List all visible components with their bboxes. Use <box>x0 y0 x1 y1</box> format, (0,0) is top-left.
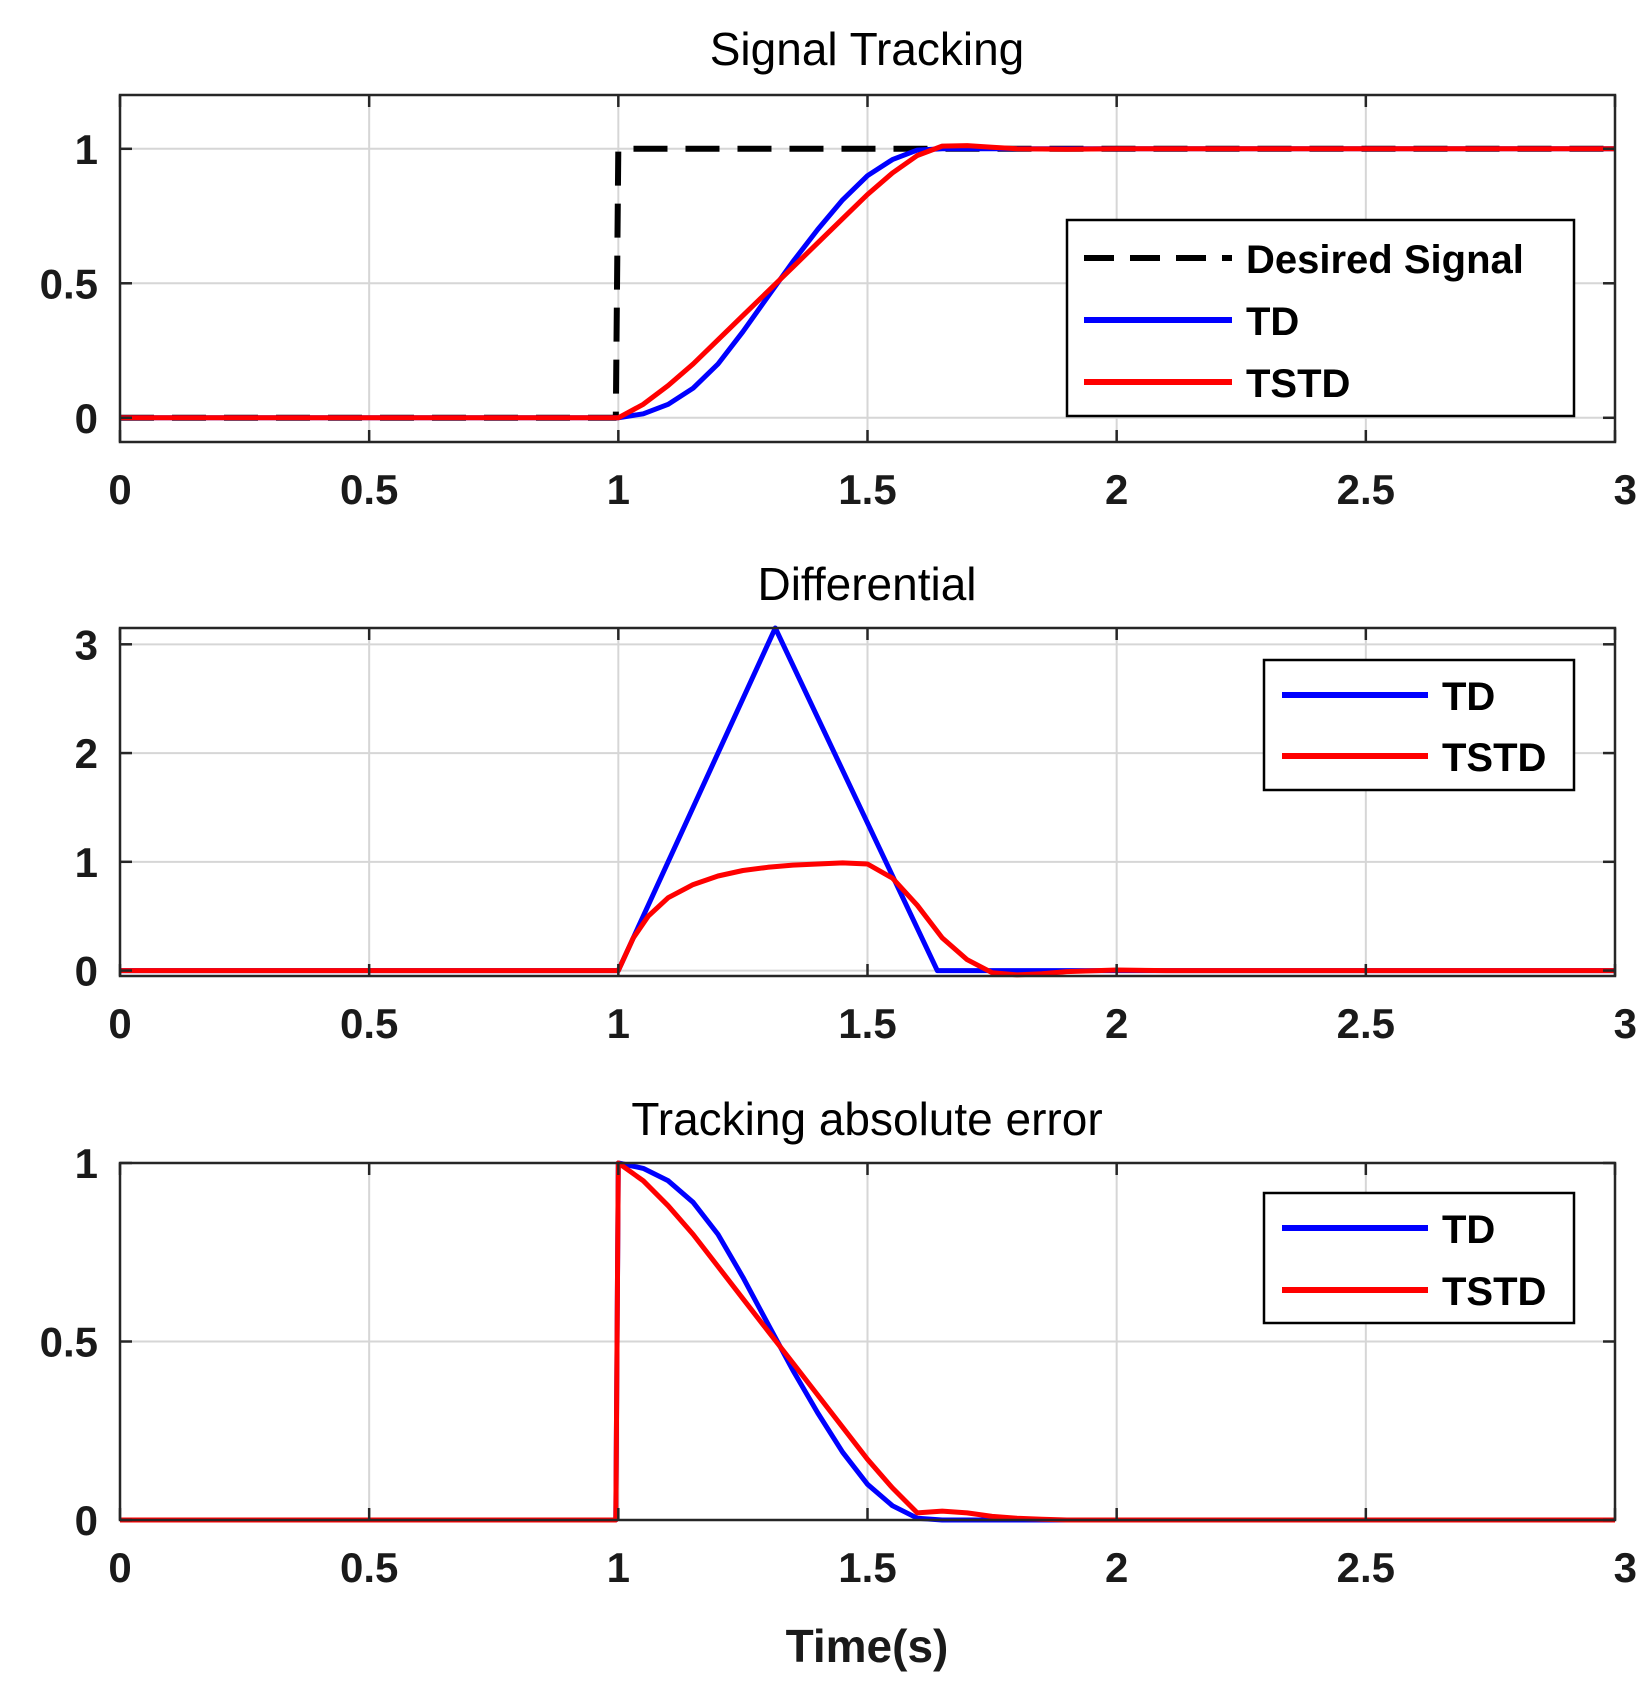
legend-label-td: TD <box>1442 675 1495 719</box>
legend-label-td: TD <box>1246 300 1299 344</box>
legend-label-td: TD <box>1442 1208 1495 1252</box>
x-tick-label: 3 <box>1614 1544 1637 1591</box>
y-tick-label: 0.5 <box>40 1319 98 1366</box>
series-line-tstd <box>120 143 1615 421</box>
x-tick-label: 1 <box>607 466 630 513</box>
y-tick-label: 2 <box>75 730 98 777</box>
legend: Desired Signal TD TSTD <box>1065 218 1576 418</box>
x-tick-label: 1.5 <box>838 1544 896 1591</box>
legend-label-desired-signal: Desired Signal <box>1246 238 1524 282</box>
y-tick-label: 1 <box>75 839 98 886</box>
signal-tracking-title: Signal Tracking <box>710 23 1025 75</box>
tracking-error-panel: Tracking absolute error 0 0.5 1 1.5 2 2.5 3 0 0.… <box>40 1093 1637 1591</box>
signal-tracking-panel: Signal Tracking 0 0.5 1 1.5 2 2.5 3 0 0.5 1 Desir… <box>40 23 1637 513</box>
x-tick-label: 0.5 <box>340 1544 398 1591</box>
x-tick-label: 2.5 <box>1337 466 1395 513</box>
x-tick-label: 3 <box>1614 1000 1637 1047</box>
y-tick-label: 0 <box>75 395 98 442</box>
legend-label-tstd: TSTD <box>1246 362 1350 406</box>
y-tick-label: 0 <box>75 1497 98 1544</box>
x-tick-label: 2.5 <box>1337 1000 1395 1047</box>
x-tick-label: 1.5 <box>838 466 896 513</box>
x-tick-label: 0 <box>108 1544 131 1591</box>
x-tick-label: 1 <box>607 1544 630 1591</box>
series-line-tstd <box>120 860 1615 978</box>
legend-label-tstd: TSTD <box>1442 1270 1546 1314</box>
x-tick-label: 0.5 <box>340 466 398 513</box>
tracking-error-title: Tracking absolute error <box>631 1093 1102 1145</box>
differential-panel: Differential 0 0.5 1 1.5 2 2.5 3 0 1 2 3 TD TSTD <box>75 558 1637 1047</box>
series-line-td <box>120 146 1615 421</box>
x-tick-label: 2 <box>1105 466 1128 513</box>
y-tick-label: 3 <box>75 621 98 668</box>
y-tick-label: 0.5 <box>40 260 98 307</box>
legend: TD TSTD <box>1262 1191 1576 1325</box>
x-tick-label: 1.5 <box>838 1000 896 1047</box>
legend-box <box>1262 1191 1576 1325</box>
legend: TD TSTD <box>1262 658 1576 792</box>
x-tick-label: 2 <box>1105 1544 1128 1591</box>
differential-title: Differential <box>757 558 976 610</box>
x-tick-label: 2.5 <box>1337 1544 1395 1591</box>
y-tick-label: 0 <box>75 948 98 995</box>
x-tick-label: 0.5 <box>340 1000 398 1047</box>
y-tick-label: 1 <box>75 126 98 173</box>
y-tick-label: 1 <box>75 1140 98 1187</box>
x-axis-label: Time(s) <box>786 1620 949 1672</box>
legend-box <box>1262 658 1576 792</box>
series-line-tstd <box>120 1160 1615 1523</box>
x-tick-label: 2 <box>1105 1000 1128 1047</box>
x-tick-label: 3 <box>1614 466 1637 513</box>
legend-label-tstd: TSTD <box>1442 736 1546 780</box>
x-tick-label: 1 <box>607 1000 630 1047</box>
x-tick-label: 0 <box>108 466 131 513</box>
x-tick-label: 0 <box>108 1000 131 1047</box>
